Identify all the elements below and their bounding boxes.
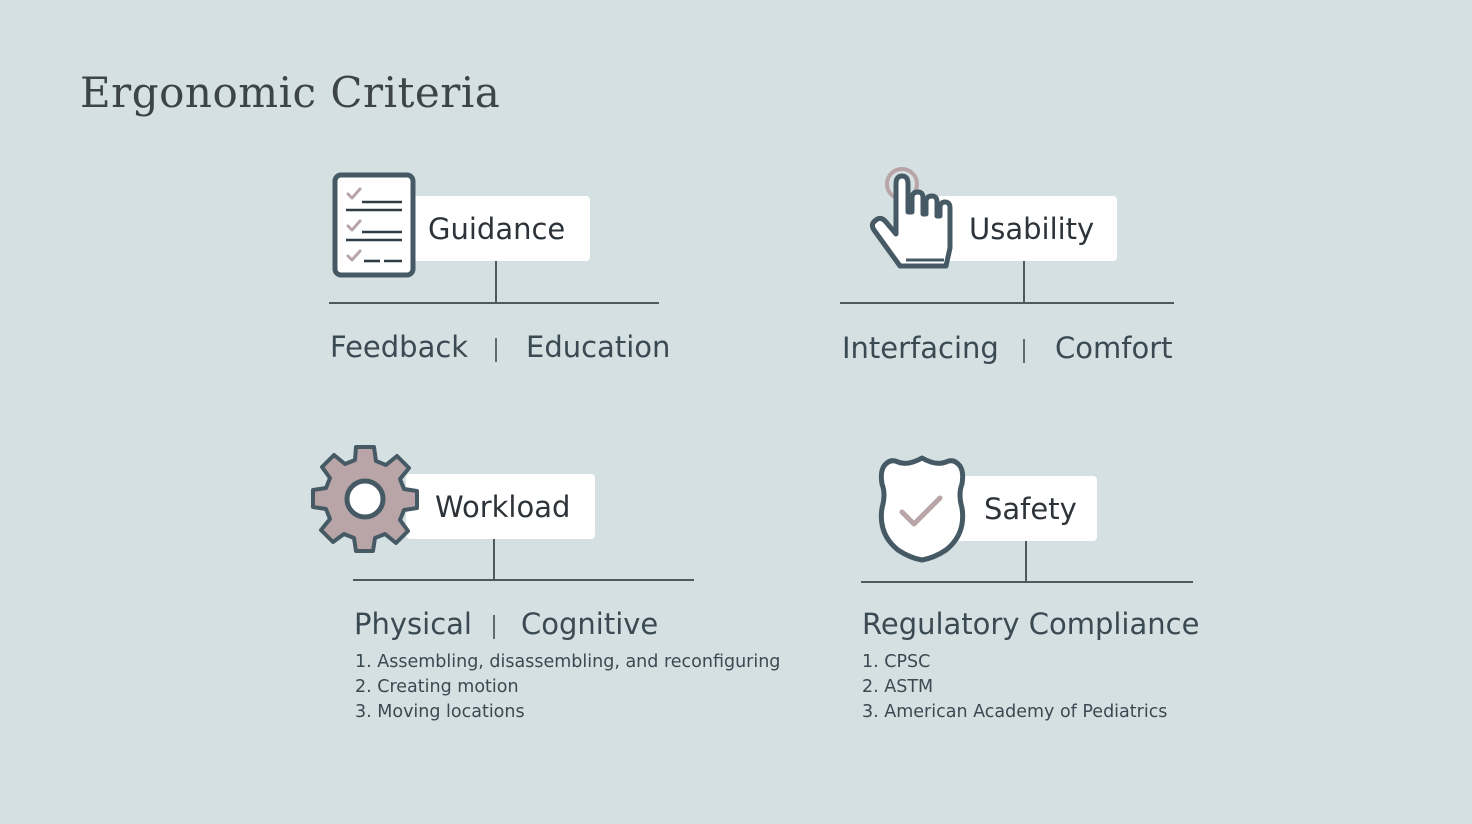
guidance-separator [495, 338, 497, 362]
workload-connector [493, 539, 495, 580]
list-item: 3. American Academy of Pediatrics [862, 702, 1168, 722]
list-item: 2. ASTM [862, 677, 934, 697]
list-item: 1. Assembling, disassembling, and reconf… [355, 652, 781, 672]
usability-label: Usability [969, 211, 1095, 246]
workload-physical: Physical [354, 607, 472, 641]
list-item: 3. Moving locations [355, 702, 525, 722]
workload-label-box: Workload [406, 474, 595, 539]
safety-connector [1025, 541, 1027, 582]
checklist-icon [332, 172, 416, 278]
workload-list: 1. Assembling, disassembling, and reconf… [355, 650, 780, 725]
list-item: 2. Creating motion [355, 677, 519, 697]
usability-separator [1023, 339, 1025, 363]
usability-connector [1023, 261, 1025, 303]
shield-check-icon [878, 455, 966, 563]
guidance-connector [495, 261, 497, 303]
safety-label-box: Safety [952, 476, 1097, 541]
usability-label-box: Usability [936, 196, 1117, 261]
pointing-hand-icon [869, 167, 953, 269]
guidance-label: Guidance [428, 211, 566, 246]
workload-divider [353, 579, 694, 581]
gear-icon [311, 445, 419, 553]
workload-separator [493, 615, 495, 639]
list-item: 1. CPSC [862, 652, 931, 672]
usability-divider [840, 302, 1174, 304]
usability-comfort: Comfort [1055, 331, 1173, 365]
workload-label: Workload [435, 489, 571, 524]
usability-interfacing: Interfacing [842, 331, 999, 365]
safety-label: Safety [984, 491, 1077, 526]
safety-regulatory-compliance: Regulatory Compliance [862, 607, 1200, 641]
guidance-education: Education [526, 330, 671, 364]
guidance-feedback: Feedback [330, 330, 469, 364]
workload-cognitive: Cognitive [521, 607, 659, 641]
safety-list: 1. CPSC 2. ASTM 3. American Academy of P… [862, 650, 1167, 725]
safety-divider [861, 581, 1193, 583]
guidance-label-box: Guidance [400, 196, 590, 261]
page-title: Ergonomic Criteria [80, 68, 501, 117]
guidance-divider [329, 302, 659, 304]
